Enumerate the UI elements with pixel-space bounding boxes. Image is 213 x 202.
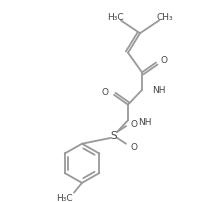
Text: NH: NH (138, 117, 151, 126)
Text: S: S (111, 130, 117, 140)
Text: O: O (102, 88, 109, 97)
Text: H₃C: H₃C (56, 193, 72, 202)
Text: O: O (131, 142, 138, 152)
Text: O: O (131, 119, 138, 128)
Text: O: O (161, 56, 168, 65)
Text: NH: NH (152, 86, 166, 95)
Text: H₃C: H₃C (107, 13, 123, 22)
Text: CH₃: CH₃ (157, 13, 173, 22)
